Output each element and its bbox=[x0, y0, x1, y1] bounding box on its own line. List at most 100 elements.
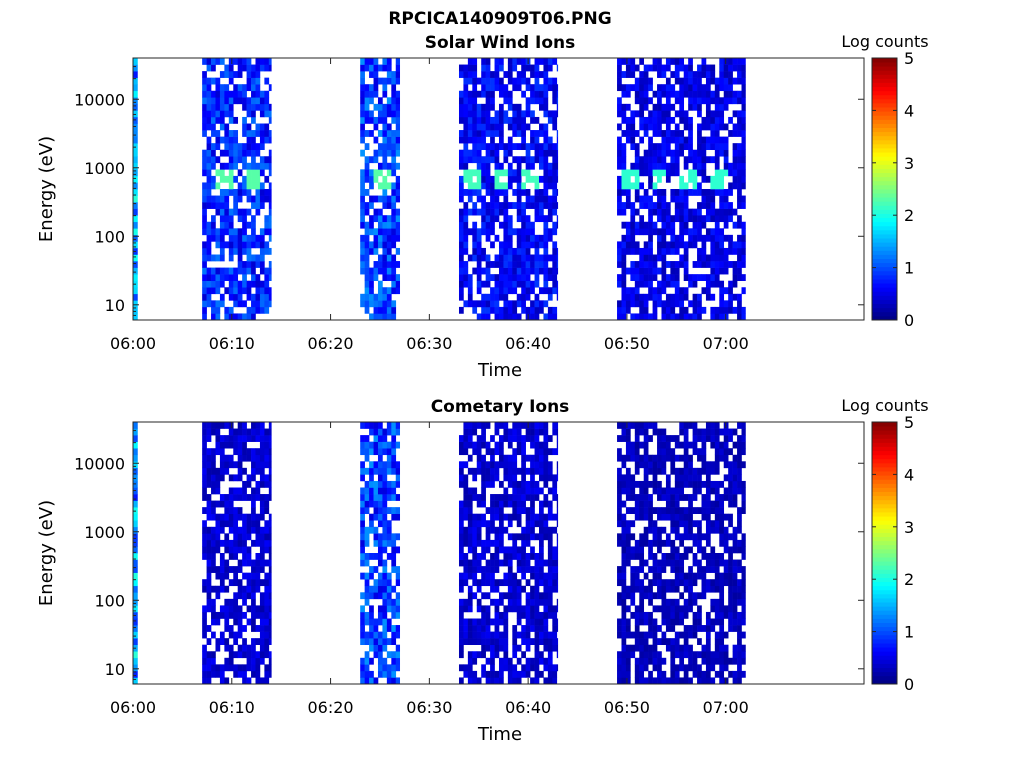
heatmap-cell bbox=[382, 306, 388, 314]
colorbar-step bbox=[872, 78, 897, 83]
heatmap-cell bbox=[701, 143, 707, 150]
heatmap-cell bbox=[228, 221, 234, 229]
heatmap-cell bbox=[224, 202, 230, 209]
heatmap-cell bbox=[556, 513, 559, 521]
x-tick-label: 06:10 bbox=[209, 334, 255, 353]
heatmap-cell bbox=[657, 435, 662, 442]
heatmap-cell bbox=[503, 461, 509, 469]
heatmap-cell bbox=[552, 618, 558, 626]
heatmap-cell bbox=[373, 461, 379, 469]
heatmap-cell bbox=[360, 241, 365, 249]
heatmap-cell bbox=[458, 474, 464, 482]
heatmap-cell bbox=[648, 500, 653, 508]
heatmap-cell bbox=[472, 539, 478, 547]
heatmap-cell bbox=[268, 182, 272, 190]
heatmap-cell bbox=[251, 539, 256, 547]
heatmap-cell bbox=[467, 467, 473, 475]
heatmap-cell bbox=[211, 651, 216, 659]
heatmap-cell bbox=[219, 208, 225, 216]
heatmap-cell bbox=[251, 228, 256, 236]
heatmap-cell bbox=[679, 293, 685, 301]
heatmap-cell bbox=[530, 143, 535, 150]
heatmap-cell bbox=[133, 435, 138, 442]
heatmap-cell bbox=[211, 274, 216, 281]
heatmap-cell bbox=[494, 189, 500, 196]
heatmap-cell bbox=[377, 116, 383, 124]
heatmap-cell bbox=[481, 247, 486, 255]
heatmap-cell bbox=[692, 261, 698, 268]
heatmap-cell bbox=[219, 215, 225, 223]
heatmap-cell bbox=[741, 553, 746, 560]
heatmap-cell bbox=[634, 461, 640, 469]
heatmap-cell bbox=[467, 149, 473, 157]
heatmap-cell bbox=[710, 657, 716, 665]
heatmap-cell bbox=[521, 189, 526, 196]
heatmap-cell bbox=[621, 110, 627, 118]
heatmap-cell bbox=[228, 280, 234, 288]
heatmap-cell bbox=[391, 267, 397, 275]
heatmap-cell bbox=[206, 579, 212, 587]
heatmap-cell bbox=[219, 84, 225, 92]
heatmap-cell bbox=[539, 533, 544, 541]
heatmap-cell bbox=[246, 254, 252, 262]
heatmap-cell bbox=[369, 90, 374, 98]
heatmap-cell bbox=[395, 507, 401, 514]
heatmap-cell bbox=[373, 84, 379, 92]
heatmap-cell bbox=[719, 306, 725, 314]
heatmap-cell bbox=[251, 664, 256, 672]
colorbar-step bbox=[872, 663, 897, 669]
heatmap-cell bbox=[621, 422, 627, 429]
heatmap-cell bbox=[481, 300, 486, 308]
heatmap-cell bbox=[219, 300, 225, 308]
heatmap-cell bbox=[228, 143, 234, 150]
heatmap-cell bbox=[617, 254, 622, 262]
heatmap-cell bbox=[543, 448, 549, 456]
heatmap-cell bbox=[679, 287, 685, 295]
heatmap-cell bbox=[202, 664, 207, 672]
heatmap-cell bbox=[697, 208, 702, 216]
heatmap-cell bbox=[202, 448, 207, 456]
heatmap-cell bbox=[386, 592, 392, 600]
heatmap-cell bbox=[665, 228, 671, 236]
heatmap-cell bbox=[741, 228, 746, 236]
heatmap-cell bbox=[507, 454, 513, 462]
heatmap-cell bbox=[630, 300, 636, 308]
heatmap-cell bbox=[543, 149, 549, 157]
heatmap-cell bbox=[259, 97, 265, 105]
heatmap-cell bbox=[697, 221, 702, 229]
heatmap-cell bbox=[643, 97, 649, 105]
heatmap-cell bbox=[630, 208, 636, 216]
heatmap-cell bbox=[525, 234, 531, 242]
heatmap-cell bbox=[521, 494, 526, 501]
heatmap-cell bbox=[228, 566, 234, 573]
heatmap-cell bbox=[268, 103, 272, 111]
heatmap-cell bbox=[539, 267, 544, 275]
heatmap-cell bbox=[697, 202, 702, 209]
heatmap-cell bbox=[643, 103, 649, 111]
heatmap-cell bbox=[472, 553, 478, 560]
heatmap-cell bbox=[206, 664, 212, 672]
heatmap-cell bbox=[391, 448, 397, 456]
heatmap-cell bbox=[268, 149, 272, 157]
heatmap-cell bbox=[648, 592, 653, 600]
heatmap-cell bbox=[674, 274, 680, 281]
heatmap-cell bbox=[512, 228, 518, 236]
heatmap-cell bbox=[386, 572, 392, 580]
heatmap-cell bbox=[665, 553, 671, 560]
heatmap-cell bbox=[639, 553, 645, 560]
heatmap-cell bbox=[621, 657, 627, 665]
heatmap-cell bbox=[133, 533, 138, 541]
heatmap-cell bbox=[251, 313, 256, 321]
heatmap-cell bbox=[246, 454, 252, 462]
heatmap-cell bbox=[233, 241, 239, 249]
heatmap-cell bbox=[512, 625, 518, 632]
heatmap-cell bbox=[657, 526, 662, 534]
heatmap-cell bbox=[382, 559, 388, 567]
heatmap-cell bbox=[246, 572, 252, 580]
heatmap-cell bbox=[692, 103, 698, 111]
heatmap-cell bbox=[516, 579, 522, 587]
heatmap-cell bbox=[458, 71, 464, 78]
heatmap-cell bbox=[530, 520, 535, 528]
heatmap-cell bbox=[525, 644, 531, 652]
heatmap-cell bbox=[714, 566, 720, 573]
